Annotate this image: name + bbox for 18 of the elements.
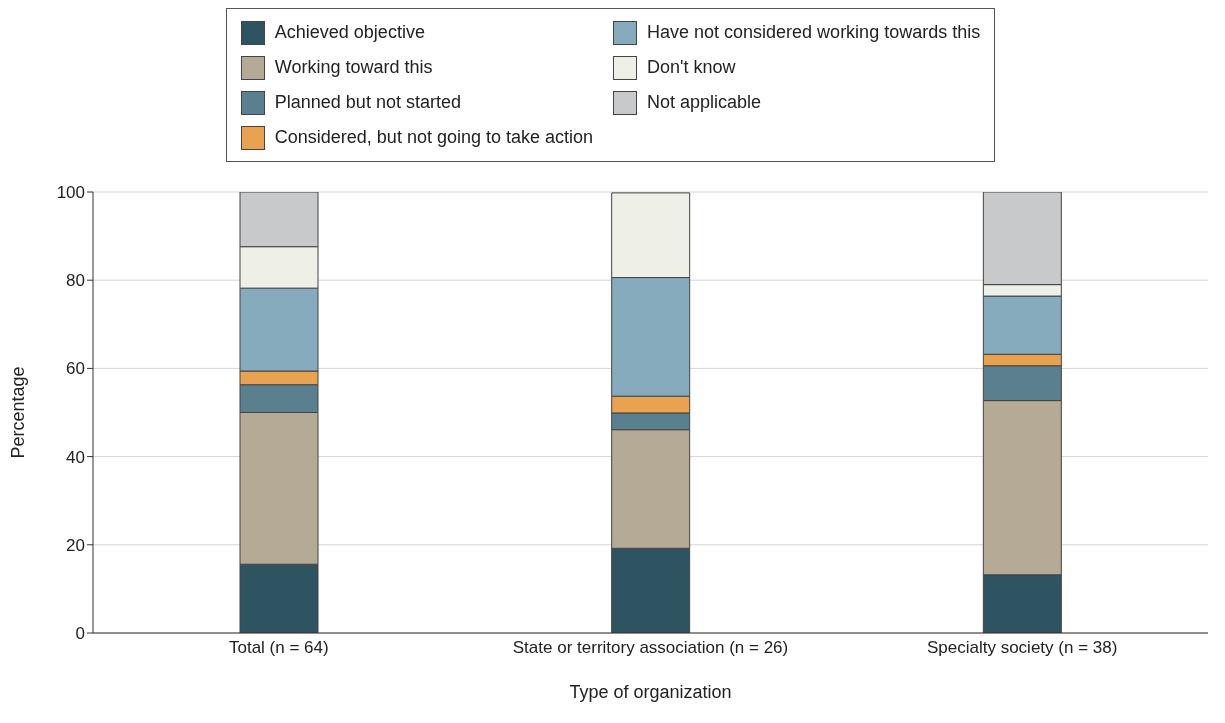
legend-label: Not applicable xyxy=(647,92,762,113)
y-tick-label: 80 xyxy=(66,271,85,291)
x-tick-label: Specialty society (n = 38) xyxy=(926,638,1118,658)
y-tick-label: 100 xyxy=(56,183,85,203)
legend-label: Working toward this xyxy=(274,57,433,78)
y-tick-label: 0 xyxy=(75,624,85,644)
legend-label: Considered, but not going to take action xyxy=(274,127,594,148)
y-axis-title: Percentage xyxy=(8,366,29,459)
x-tick-label: State or territory association (n = 26) xyxy=(512,638,789,658)
x-axis-title: Type of organization xyxy=(569,682,732,702)
legend-label: Have not considered working towards this xyxy=(647,22,981,43)
y-tick-label: 20 xyxy=(66,535,85,555)
legend-label: Planned but not started xyxy=(274,92,461,113)
legend-label: Don't know xyxy=(647,57,736,78)
legend-label: Achieved objective xyxy=(274,22,425,43)
y-tick-label: 40 xyxy=(66,447,85,467)
x-tick-label: Total (n = 64) xyxy=(228,638,329,658)
y-tick-label: 60 xyxy=(66,359,85,379)
